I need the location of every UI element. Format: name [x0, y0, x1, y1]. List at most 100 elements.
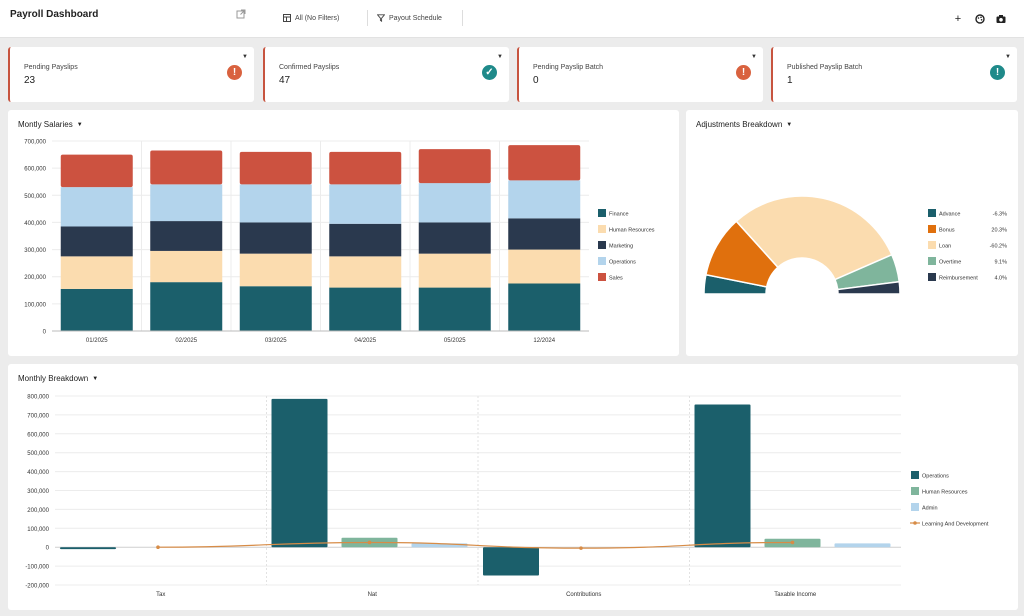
legend-swatch: [928, 257, 936, 265]
adjustments-chart: Advance -6.3% Bonus 20.3% Loan -60.2% Overtime…: [703, 195, 1008, 295]
legend-value: 9.1%: [994, 260, 1007, 266]
x-tick-label: Tax: [156, 592, 165, 598]
panel-title-label: Montly Salaries: [18, 120, 73, 129]
line-point: [790, 540, 795, 545]
chevron-down-icon[interactable]: ▼: [497, 54, 503, 60]
y-tick-label: 400,000: [24, 221, 46, 227]
chevron-down-icon[interactable]: ▼: [242, 54, 248, 60]
legend-label: Overtime: [939, 260, 961, 266]
x-tick-label: 01/2025: [86, 338, 108, 344]
legend-value: -60.2%: [990, 244, 1008, 250]
chevron-down-icon[interactable]: ▼: [1005, 54, 1011, 60]
legend-label: Admin: [922, 506, 938, 512]
legend-swatch: [598, 225, 606, 233]
y-tick-label: 500,000: [24, 194, 46, 200]
bar: [834, 543, 891, 548]
legend-label: Operations: [609, 260, 636, 266]
monthly-salaries-chart: 0 100,000 200,000 300,000 400,000 500,000 600,…: [24, 140, 655, 345]
bar-segment: [508, 249, 581, 284]
chevron-down-icon: ▼: [76, 121, 83, 128]
bar-segment: [150, 184, 223, 222]
alert-icon: !: [736, 65, 751, 80]
plus-icon[interactable]: +: [954, 13, 962, 25]
y-tick-label: 200,000: [27, 508, 49, 514]
kpi-card-pending-payslips[interactable]: Pending Payslips 23 ▼ !: [8, 47, 254, 102]
bar-segment: [60, 154, 133, 188]
bar-segment: [418, 253, 491, 288]
chevron-down-icon: ▼: [786, 121, 793, 128]
y-tick-label: 700,000: [27, 413, 49, 419]
bar-segment: [60, 288, 133, 331]
legend-swatch: [911, 487, 919, 495]
top-bar: Payroll Dashboard All (No Filters) Payou…: [0, 0, 1024, 38]
filter-all-label: All (No Filters): [295, 14, 340, 22]
filter-payout-schedule[interactable]: Payout Schedule: [377, 14, 442, 22]
bar-segment: [60, 226, 133, 257]
y-tick-label: 0: [43, 330, 47, 336]
monthly-breakdown-title[interactable]: Monthly Breakdown ▼: [18, 374, 98, 383]
legend-swatch: [598, 257, 606, 265]
palette-icon[interactable]: [974, 13, 986, 25]
check-icon: ✓: [482, 65, 497, 80]
filter-all[interactable]: All (No Filters): [283, 14, 339, 22]
y-tick-label: 300,000: [27, 489, 49, 495]
y-tick-label: 0: [46, 546, 50, 552]
x-tick-label: 05/2025: [444, 338, 466, 344]
bar-segment: [150, 150, 223, 185]
bar: [694, 404, 751, 548]
divider: [367, 10, 368, 26]
monthly-breakdown-chart: -200,000 -100,000 0 100,000 200,000 300,000 40…: [25, 395, 989, 599]
y-tick-label: 100,000: [27, 527, 49, 533]
kpi-value: 23: [24, 75, 36, 86]
legend-value: 20.3%: [991, 228, 1007, 234]
x-tick-label: Nat: [368, 592, 378, 598]
x-tick-label: 02/2025: [175, 338, 197, 344]
legend-label: Human Resources: [922, 490, 968, 496]
kpi-card-pending-payslip-batch[interactable]: Pending Payslip Batch 0 ▼ !: [517, 47, 763, 102]
y-tick-label: 200,000: [24, 275, 46, 281]
bar: [483, 547, 539, 576]
y-tick-label: 400,000: [27, 470, 49, 476]
bar-segment: [418, 222, 491, 254]
monthly-salaries-title[interactable]: Montly Salaries ▼: [18, 120, 83, 129]
bar-segment: [239, 286, 312, 331]
chevron-down-icon[interactable]: ▼: [751, 54, 757, 60]
y-tick-label: 100,000: [24, 302, 46, 308]
kpi-value: 47: [279, 75, 291, 86]
legend-swatch: [913, 521, 917, 525]
filter-schedule-label: Payout Schedule: [389, 14, 442, 22]
alert-icon: !: [227, 65, 242, 80]
bar-segment: [60, 256, 133, 289]
kpi-card-published-payslip-batch[interactable]: Published Payslip Batch 1 ▼ !: [771, 47, 1017, 102]
divider: [462, 10, 463, 26]
y-tick-label: 600,000: [27, 432, 49, 438]
legend-swatch: [598, 209, 606, 217]
adjustments-title[interactable]: Adjustments Breakdown ▼: [696, 120, 792, 129]
bar-segment: [329, 287, 402, 331]
y-tick-label: 500,000: [27, 451, 49, 457]
line-series: [157, 541, 793, 549]
bar-segment: [60, 187, 133, 227]
legend-swatch: [928, 209, 936, 217]
legend-swatch: [911, 471, 919, 479]
x-tick-label: Contributions: [566, 592, 601, 598]
adjustments-panel: Adjustments Breakdown ▼ Advance -6.3% Bonus…: [686, 110, 1018, 356]
alert-icon: !: [990, 65, 1005, 80]
external-link-icon[interactable]: [236, 9, 246, 19]
line-point: [367, 540, 372, 545]
y-tick-label: 600,000: [24, 167, 46, 173]
bar-segment: [418, 149, 491, 184]
y-tick-label: 700,000: [24, 140, 46, 146]
kpi-card-confirmed-payslips[interactable]: Confirmed Payslips 47 ▼ ✓: [263, 47, 509, 102]
camera-icon[interactable]: [995, 13, 1007, 25]
legend-label: Reimbursement: [939, 276, 978, 282]
panel-title-label: Monthly Breakdown: [18, 374, 89, 383]
bar-segment: [150, 250, 223, 283]
bar-segment: [329, 151, 402, 185]
bar-segment: [329, 184, 402, 224]
bar-segment: [329, 256, 402, 288]
bar-segment: [329, 223, 402, 257]
line-point: [579, 546, 583, 550]
table-icon: [283, 14, 291, 22]
kpi-label: Pending Payslips: [24, 64, 78, 71]
